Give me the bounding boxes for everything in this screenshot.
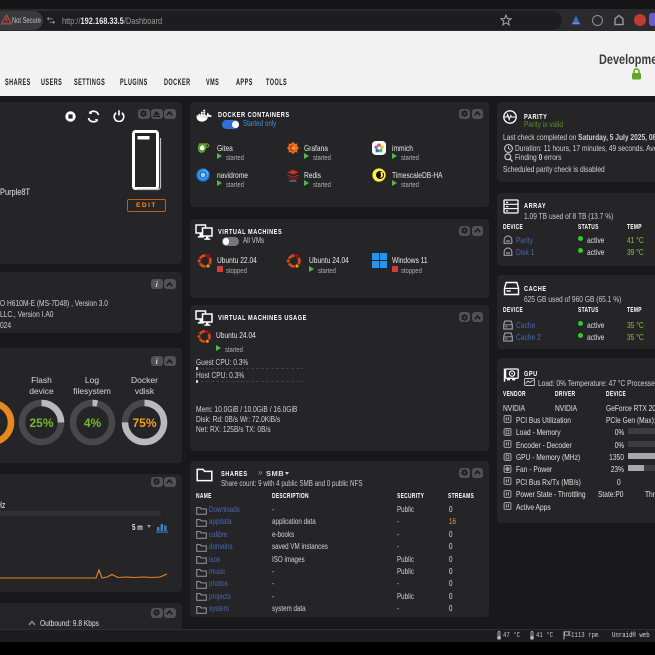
svg-text:75%: 75% <box>132 416 156 430</box>
svg-text:25%: 25% <box>29 416 53 430</box>
svg-text:redis: redis <box>289 179 296 182</box>
svg-text:4%: 4% <box>83 416 101 430</box>
